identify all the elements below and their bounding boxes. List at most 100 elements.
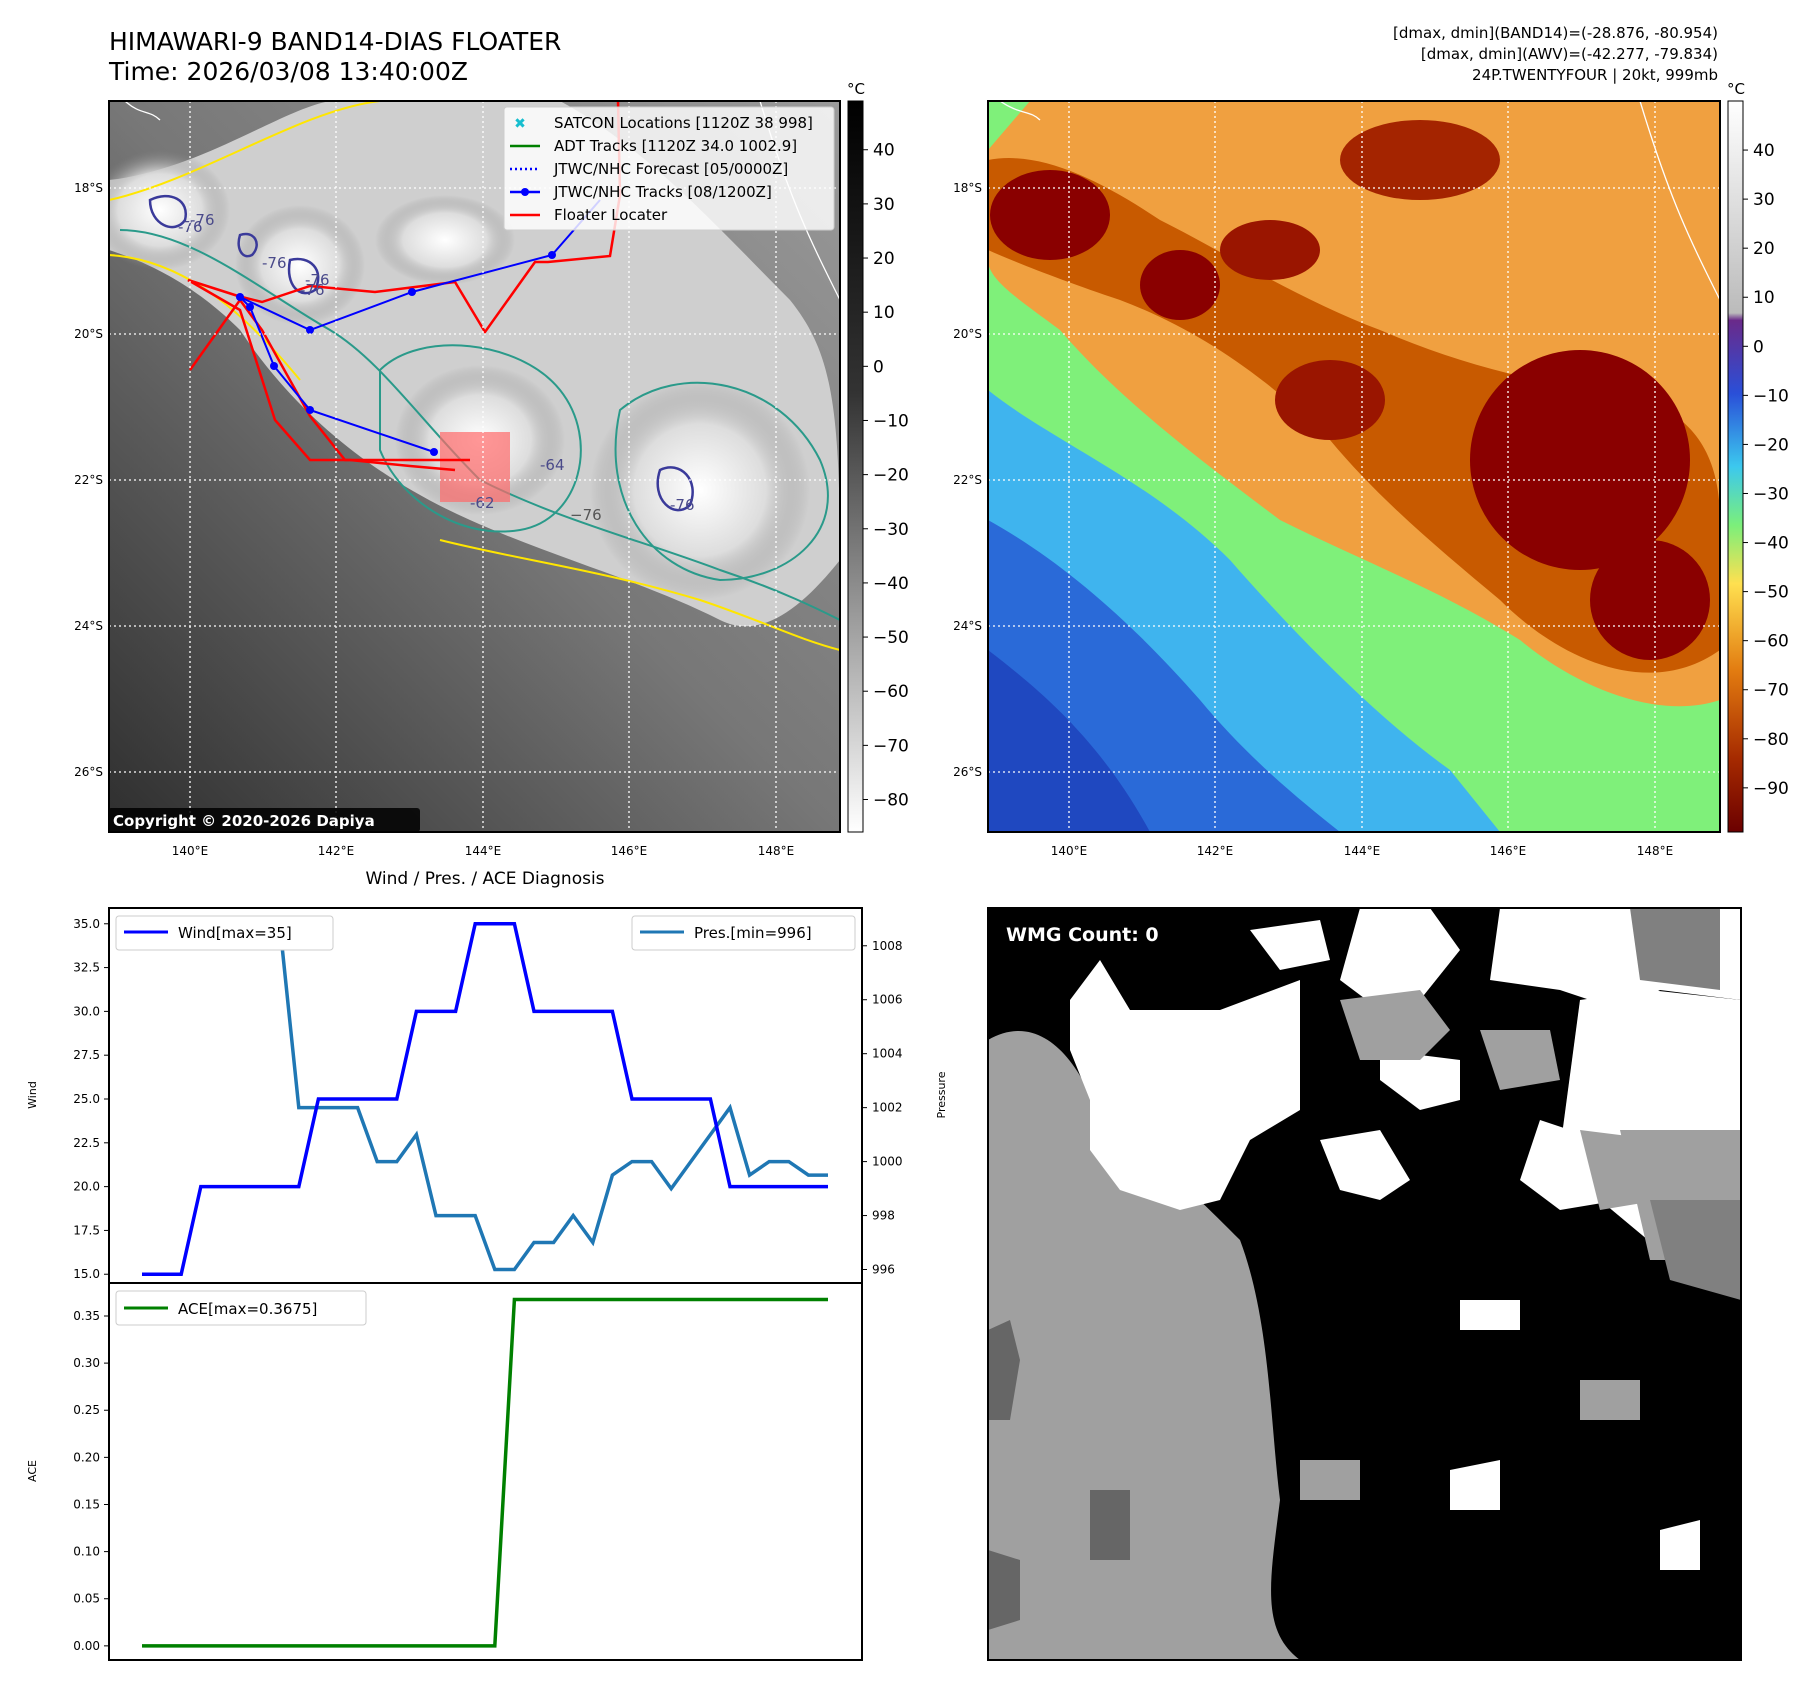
legend-label: ADT Tracks [1120Z 34.0 1002.9] xyxy=(554,137,797,155)
y-tick-label: 35.0 xyxy=(73,917,100,931)
copyright-box xyxy=(108,808,420,832)
color-colorbar-unit: °C xyxy=(1727,80,1745,98)
lat-label: 24°S xyxy=(74,619,103,633)
lat-label: 26°S xyxy=(74,765,103,779)
contour-label: -76 xyxy=(670,496,695,514)
legend-label: SATCON Locations [1120Z 38 998] xyxy=(554,114,813,132)
title-line2: Time: 2026/03/08 13:40:00Z xyxy=(108,57,468,86)
title-line1: HIMAWARI-9 BAND14-DIAS FLOATER xyxy=(109,27,561,56)
gray-colorbar xyxy=(847,100,864,833)
lat-label: 22°S xyxy=(953,473,982,487)
y-tick-label: 30.0 xyxy=(73,1004,100,1018)
y2-tick-label: 1006 xyxy=(872,993,903,1007)
lat-label: 22°S xyxy=(74,473,103,487)
pressure-legend: Pres.[min=996] xyxy=(631,915,856,951)
lat-label: 20°S xyxy=(953,327,982,341)
legend-label: JTWC/NHC Forecast [05/0000Z] xyxy=(553,160,788,178)
lat-label: 24°S xyxy=(953,619,982,633)
colorbar-tick-label: −20 xyxy=(1753,435,1789,455)
lat-label: 26°S xyxy=(953,765,982,779)
colorbar-tick-label: 30 xyxy=(873,195,895,215)
colorbar-tick-label: −70 xyxy=(1753,681,1789,701)
svg-text:Pres.[min=996]: Pres.[min=996] xyxy=(694,924,812,942)
y-tick-label: 15.0 xyxy=(73,1267,100,1281)
contour-label: -76 xyxy=(305,271,330,289)
y-tick-label: 32.5 xyxy=(73,961,100,975)
wmg-frame xyxy=(987,907,1742,1661)
legend-item: ✖ SATCON Locations [1120Z 38 998] xyxy=(514,114,813,132)
lon-label: 142°E xyxy=(318,844,355,858)
y-tick-label: 25.0 xyxy=(73,1092,100,1106)
contour-label: -64 xyxy=(540,456,565,474)
lon-label: 144°E xyxy=(1344,844,1381,858)
svg-text:−76: −76 xyxy=(570,506,602,524)
wmg-count-label: WMG Count: 0 xyxy=(1006,924,1159,946)
info-line3: 24P.TWENTYFOUR | 20kt, 999mb xyxy=(1472,66,1718,84)
y-tick-label: 17.5 xyxy=(73,1223,100,1237)
lon-label: 140°E xyxy=(1051,844,1088,858)
ace-plot-frame xyxy=(108,1282,863,1661)
colorbar-tick-label: −60 xyxy=(1753,632,1789,652)
y-tick-label: 0.20 xyxy=(73,1450,100,1464)
ace-chart: 0.35 0.30 0.25 0.20 0.15 0.10 0.05 0.00 xyxy=(73,1297,828,1653)
pressure-axis-label: Pressure xyxy=(935,1071,948,1118)
y2-tick-label: 1002 xyxy=(872,1101,903,1115)
contour-label: -76 xyxy=(190,211,215,229)
legend-label: Floater Locater xyxy=(554,206,668,224)
contour-label: -62 xyxy=(470,494,495,512)
series-line xyxy=(142,1297,828,1648)
lon-label: 142°E xyxy=(1197,844,1234,858)
lat-label: 18°S xyxy=(953,181,982,195)
lat-label: 18°S xyxy=(74,181,103,195)
colorbar-tick-label: −90 xyxy=(1753,779,1789,799)
svg-text:Wind[max=35]: Wind[max=35] xyxy=(178,924,292,942)
colorbar-tick-label: −70 xyxy=(873,736,909,756)
y2-tick-label: 1000 xyxy=(872,1155,903,1169)
color-colorbar xyxy=(1727,100,1744,833)
y-tick-label: 0.25 xyxy=(73,1403,100,1417)
copyright-text: Copyright © 2020-2026 Dapiya xyxy=(113,812,375,830)
lon-label: 146°E xyxy=(1490,844,1527,858)
colorbar-tick-label: −10 xyxy=(1753,386,1789,406)
colorbar-tick-label: 40 xyxy=(873,141,895,161)
contour-label: -76 xyxy=(262,254,287,272)
info-line2: [dmax, dmin](AWV)=(-42.277, -79.834) xyxy=(1421,45,1718,63)
y-tick-label: 22.5 xyxy=(73,1136,100,1150)
colorbar-tick-label: −30 xyxy=(873,520,909,540)
colorbar-tick-label: 0 xyxy=(873,357,884,377)
colorbar-tick-label: 40 xyxy=(1753,141,1775,161)
series-line xyxy=(142,917,828,1272)
y2-tick-label: 1008 xyxy=(872,939,903,953)
wind-pressure-plot-frame xyxy=(108,907,863,1284)
y2-tick-label: 998 xyxy=(872,1209,895,1223)
colorbar-tick-label: −20 xyxy=(873,466,909,486)
svg-text:ACE[max=0.3675]: ACE[max=0.3675] xyxy=(178,1300,317,1318)
y-tick-label: 27.5 xyxy=(73,1048,100,1062)
y-tick-label: 0.15 xyxy=(73,1497,100,1511)
wind-legend: Wind[max=35] xyxy=(115,915,334,951)
legend-dot-icon xyxy=(521,188,529,196)
legend-item: Floater Locater xyxy=(510,206,668,224)
legend-item: JTWC/NHC Tracks [08/1200Z] xyxy=(510,183,772,201)
colorbar-tick-label: −80 xyxy=(873,791,909,811)
lat-label: 20°S xyxy=(74,327,103,341)
y-tick-label: 0.00 xyxy=(73,1639,100,1653)
colorbar-tick-label: −10 xyxy=(873,411,909,431)
colorbar-tick-label: −50 xyxy=(1753,583,1789,603)
color-colorbar-ticks: 40 30 20 10 0 −10 −20 −30 −40 −50 −60 −70 −80 −90 xyxy=(1743,141,1789,799)
legend-marker-icon: ✖ xyxy=(514,116,526,132)
colorbar-tick-label: 10 xyxy=(873,303,895,323)
y-tick-label: 20.0 xyxy=(73,1180,100,1194)
map1-legend: ✖ SATCON Locations [1120Z 38 998] ADT Trac… xyxy=(503,106,835,231)
colorbar-tick-label: −40 xyxy=(1753,534,1789,554)
colorbar-tick-label: 10 xyxy=(1753,288,1775,308)
ace-axis-label: ACE xyxy=(26,1460,39,1482)
colorbar-tick-label: −50 xyxy=(873,628,909,648)
lon-label: 140°E xyxy=(172,844,209,858)
colorbar-tick-label: 20 xyxy=(1753,239,1775,259)
y-tick-label: 0.30 xyxy=(73,1356,100,1370)
ace-legend: ACE[max=0.3675] xyxy=(115,1290,367,1326)
lon-label: 148°E xyxy=(1637,844,1674,858)
map1-frame xyxy=(108,100,841,833)
